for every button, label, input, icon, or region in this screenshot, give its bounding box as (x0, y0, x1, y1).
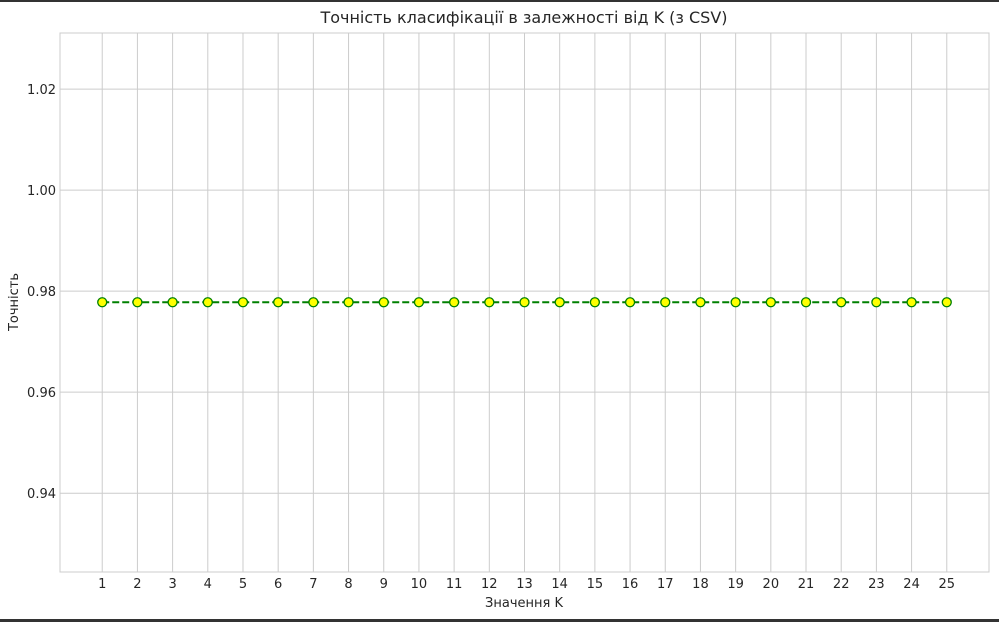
data-point-k10 (413, 297, 425, 308)
data-point-k12 (484, 297, 495, 308)
data-point-k7 (308, 297, 319, 308)
x-tick-label-4: 4 (204, 577, 212, 592)
data-point-k24 (906, 297, 917, 308)
x-tick-label-17: 17 (657, 577, 674, 592)
x-tick-label-21: 21 (798, 577, 815, 592)
x-tick-label-10: 10 (411, 577, 428, 592)
x-tick-label-1: 1 (98, 577, 106, 592)
x-tick-label-3: 3 (168, 577, 176, 592)
y-tick-label-4: 1.02 (27, 83, 56, 98)
data-point-k20 (765, 297, 776, 308)
x-tick-label-25: 25 (938, 577, 955, 592)
x-tick-label-12: 12 (481, 577, 498, 592)
data-point-k25 (941, 297, 952, 308)
x-tick-label-22: 22 (833, 577, 850, 592)
data-point-k16 (624, 297, 636, 308)
y-tick-label-3: 1.00 (27, 184, 56, 199)
x-tick-label-16: 16 (622, 577, 639, 592)
y-tick-label-0: 0.94 (27, 487, 56, 502)
x-tick-label-18: 18 (692, 577, 709, 592)
data-point-k13 (519, 297, 530, 308)
data-point-k15 (589, 297, 601, 308)
x-tick-label-19: 19 (727, 577, 744, 592)
x-tick-label-7: 7 (309, 577, 317, 592)
data-point-k19 (730, 297, 741, 308)
y-tick-label-1: 0.96 (27, 386, 56, 401)
data-point-k5 (237, 297, 249, 308)
data-point-k14 (554, 297, 565, 308)
plot-frame (59, 32, 990, 573)
y-tick-labels: 0.94 0.96 0.98 1.00 1.02 (27, 83, 56, 502)
x-tick-label-14: 14 (551, 577, 568, 592)
y-tick-label-2: 0.98 (27, 285, 56, 300)
x-tick-label-20: 20 (763, 577, 780, 592)
chart-title: Точність класифікації в залежності від K… (319, 8, 727, 27)
x-tick-labels: 1 2 3 4 5 6 7 8 9 10 11 12 13 14 15 16 17 18 19 20 21 22 23 24 2… (98, 577, 955, 592)
data-point-k3 (167, 297, 178, 308)
data-point-k9 (378, 297, 389, 308)
data-point-k11 (448, 297, 460, 308)
frame-bottom-border (0, 619, 999, 622)
x-tick-label-6: 6 (274, 577, 282, 592)
x-axis-label: Значення K (485, 596, 563, 611)
x-tick-label-9: 9 (380, 577, 388, 592)
frame-top-border (0, 0, 999, 2)
data-point-k8 (343, 297, 354, 308)
series-accuracy (97, 297, 952, 308)
data-point-k18 (695, 297, 706, 308)
x-tick-label-15: 15 (587, 577, 604, 592)
data-point-k22 (836, 297, 847, 308)
x-tick-label-8: 8 (344, 577, 352, 592)
data-point-k17 (660, 297, 671, 308)
data-point-k2 (132, 297, 143, 308)
data-point-k21 (800, 297, 812, 308)
x-tick-label-13: 13 (516, 577, 533, 592)
data-point-k1 (97, 297, 108, 308)
x-tick-label-23: 23 (868, 577, 885, 592)
data-point-k6 (273, 297, 284, 308)
x-tick-label-2: 2 (133, 577, 141, 592)
x-tick-label-5: 5 (239, 577, 247, 592)
data-point-k4 (202, 297, 213, 308)
data-point-k23 (871, 297, 882, 308)
x-tick-label-11: 11 (446, 577, 463, 592)
x-tick-label-24: 24 (903, 577, 920, 592)
y-axis-label: Точність (7, 273, 22, 332)
